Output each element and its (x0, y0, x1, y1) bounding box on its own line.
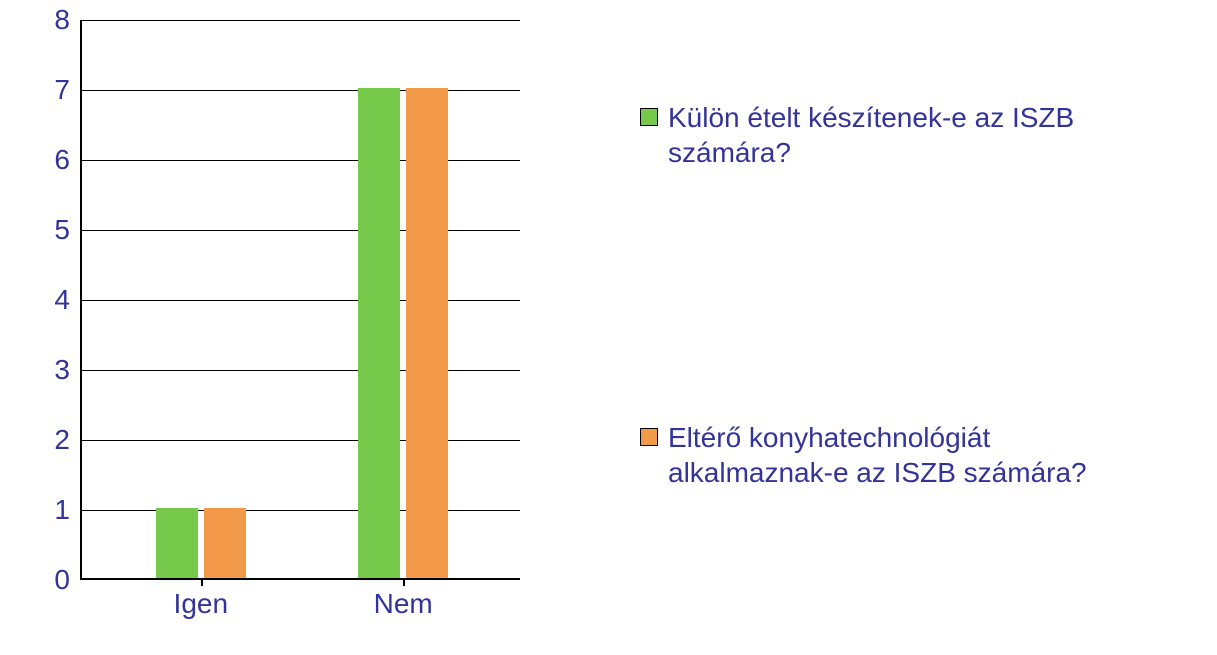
legend-swatch (640, 428, 658, 446)
bar-chart: 012345678IgenNem (20, 10, 580, 650)
x-tick-label: Igen (174, 578, 229, 620)
y-tick-label: 4 (54, 284, 82, 316)
bar (358, 88, 400, 578)
bar (156, 508, 198, 578)
plot-area: 012345678IgenNem (80, 20, 520, 580)
legend-swatch (640, 108, 658, 126)
bar (406, 88, 448, 578)
y-tick-label: 6 (54, 144, 82, 176)
y-tick-label: 1 (54, 494, 82, 526)
y-tick-label: 3 (54, 354, 82, 386)
gridline (82, 510, 520, 511)
y-tick-label: 7 (54, 74, 82, 106)
gridline (82, 300, 520, 301)
x-tick-label: Nem (374, 578, 433, 620)
legend-label: Külön ételt készítenek-e az ISZB számára… (668, 100, 1148, 170)
y-tick-label: 5 (54, 214, 82, 246)
gridline (82, 230, 520, 231)
gridline (82, 90, 520, 91)
y-tick-label: 0 (54, 564, 82, 596)
legend-item: Eltérő konyhatechnológiát alkalmaznak-e … (640, 420, 1148, 490)
gridline (82, 370, 520, 371)
y-tick-label: 8 (54, 4, 82, 36)
legend-item: Külön ételt készítenek-e az ISZB számára… (640, 100, 1148, 170)
gridline (82, 20, 520, 21)
bar (204, 508, 246, 578)
gridline (82, 440, 520, 441)
y-tick-label: 2 (54, 424, 82, 456)
legend-label: Eltérő konyhatechnológiát alkalmaznak-e … (668, 420, 1148, 490)
gridline (82, 160, 520, 161)
